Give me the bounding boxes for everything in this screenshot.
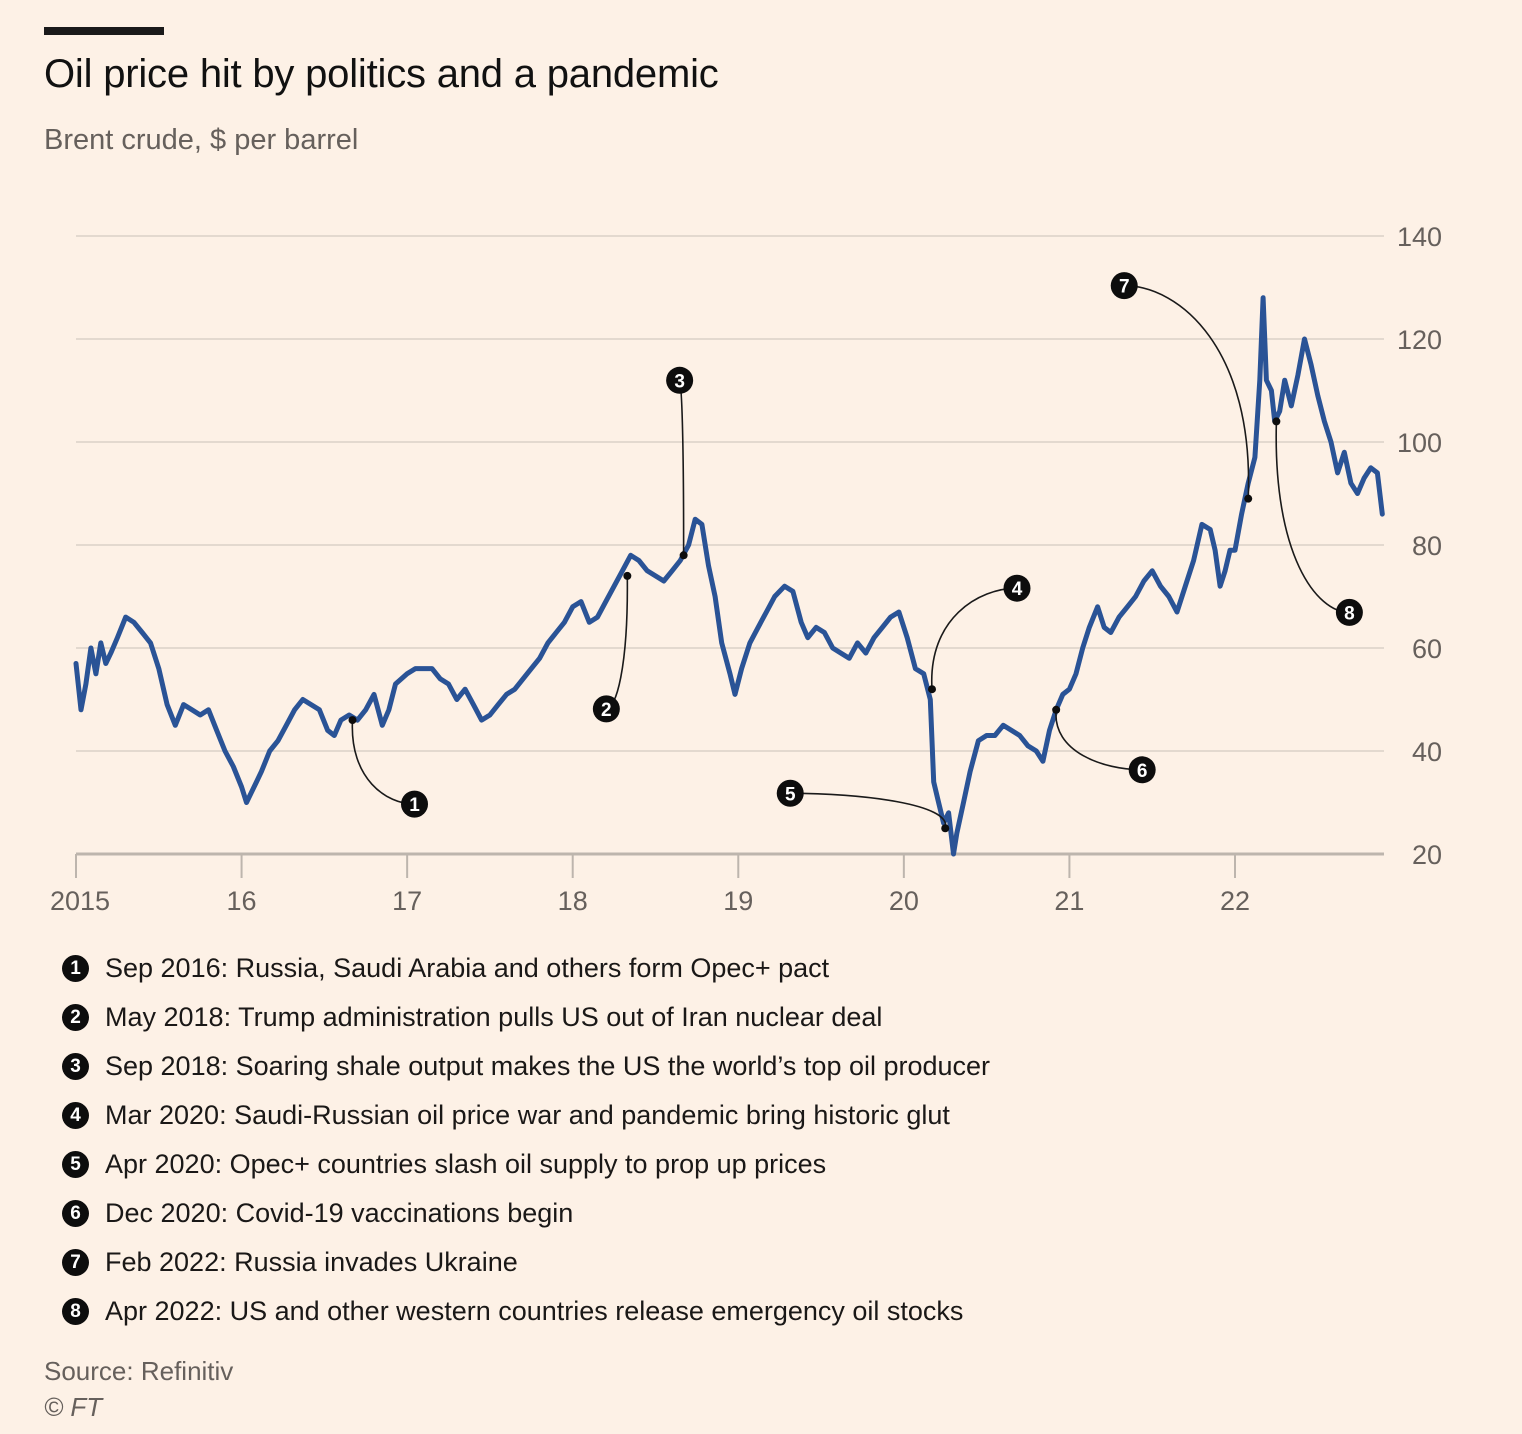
note-text: Apr 2020: Opec+ countries slash oil supp…	[105, 1149, 827, 1179]
y-tick-label: 80	[1412, 531, 1442, 561]
note-number-badge: 7	[62, 1249, 89, 1276]
note-item: 1 Sep 2016: Russia, Saudi Arabia and othe…	[62, 944, 990, 993]
annotation-badge	[1110, 272, 1138, 300]
source-note: Source: Refinitiv	[44, 1356, 234, 1386]
note-text: Sep 2018: Soaring shale output makes the…	[105, 1051, 991, 1081]
annotation-number: 5	[785, 784, 796, 805]
annotation-leader	[790, 792, 947, 829]
annotation-point	[1272, 417, 1281, 426]
annotation-point	[679, 551, 688, 560]
annotations: 1 2 3 4 5 6 7 8	[348, 272, 1363, 833]
chart-subtitle: Brent crude, $ per barrel	[44, 124, 359, 156]
y-tick-label: 140	[1397, 222, 1442, 252]
copyright: © FT	[44, 1392, 103, 1422]
note-number-badge: 8	[62, 1298, 89, 1325]
note-text: Mar 2020: Saudi-Russian oil price war an…	[105, 1100, 950, 1130]
annotation-leader	[1275, 421, 1350, 614]
x-tick-label: 16	[227, 886, 257, 916]
annotation-point	[927, 685, 936, 694]
annotation-point	[348, 716, 357, 725]
x-tick-label: 18	[558, 886, 588, 916]
annotation-point	[1244, 494, 1253, 503]
note-item: 6 Dec 2020: Covid-19 vaccinations begin	[62, 1189, 990, 1238]
note-number-badge: 4	[62, 1102, 89, 1129]
x-tick-label: 2015	[50, 886, 110, 916]
annotation-number: 2	[601, 700, 612, 721]
line-chart: 20 40 60 80 100 120 140 2015 16 17 18 19 20 21 22 1 2 3…	[50, 222, 1442, 916]
annotation-point	[623, 571, 632, 580]
note-number-badge: 6	[62, 1200, 89, 1227]
annotation-badge	[401, 790, 429, 818]
series-line	[73, 295, 1385, 857]
x-tick-label: 21	[1054, 886, 1084, 916]
annotation-number: 3	[674, 371, 685, 392]
annotation-leader	[1124, 284, 1250, 499]
top-rule	[44, 27, 164, 35]
y-tick-label: 40	[1412, 737, 1442, 767]
annotation-number: 8	[1344, 603, 1355, 624]
note-text: Dec 2020: Covid-19 vaccinations begin	[105, 1198, 574, 1228]
gridlines	[76, 235, 1384, 855]
annotation-point	[941, 824, 950, 833]
x-tick-label: 22	[1220, 886, 1250, 916]
chart-title: Oil price hit by politics and a pandemic	[44, 52, 719, 96]
note-item: 5 Apr 2020: Opec+ countries slash oil sup…	[62, 1140, 990, 1189]
note-item: 4 Mar 2020: Saudi-Russian oil price war a…	[62, 1091, 990, 1140]
annotation-badge	[666, 366, 694, 394]
note-number-badge: 5	[62, 1151, 89, 1178]
annotation-badge	[1003, 574, 1031, 602]
x-tick-label: 20	[889, 886, 919, 916]
annotation-number: 1	[409, 795, 420, 816]
annotation-badge	[592, 695, 620, 723]
note-item: 3 Sep 2018: Soaring shale output makes th…	[62, 1042, 990, 1091]
annotation-badge	[1335, 598, 1363, 626]
note-text: Apr 2022: US and other western countries…	[105, 1296, 964, 1326]
y-tick-label: 100	[1397, 428, 1442, 458]
y-tick-label: 60	[1412, 634, 1442, 664]
annotation-leader	[931, 587, 1018, 690]
annotation-number: 6	[1137, 761, 1148, 782]
note-item: 8 Apr 2022: US and other western countrie…	[62, 1287, 990, 1336]
note-text: Sep 2016: Russia, Saudi Arabia and other…	[105, 953, 830, 983]
note-number-badge: 2	[62, 1004, 89, 1031]
annotation-number: 4	[1012, 579, 1023, 600]
y-axis-labels: 20 40 60 80 100 120 140	[1397, 222, 1442, 870]
annotation-badge	[776, 779, 804, 807]
x-tick-label: 19	[723, 886, 753, 916]
note-text: Feb 2022: Russia invades Ukraine	[105, 1247, 518, 1277]
x-tick-label: 17	[392, 886, 422, 916]
annotation-notes: 1 Sep 2016: Russia, Saudi Arabia and othe…	[62, 944, 990, 1336]
y-tick-label: 120	[1397, 325, 1442, 355]
annotation-number: 7	[1119, 277, 1130, 298]
annotation-leader	[678, 379, 685, 556]
x-axis: 2015 16 17 18 19 20 21 22	[50, 852, 1384, 916]
series-group	[73, 295, 1385, 857]
note-number-badge: 3	[62, 1053, 89, 1080]
annotation-badge	[1128, 756, 1156, 784]
annotation-leader	[1055, 709, 1143, 771]
note-text: May 2018: Trump administration pulls US …	[105, 1002, 883, 1032]
annotation-leader	[351, 720, 415, 805]
note-item: 2 May 2018: Trump administration pulls US…	[62, 993, 990, 1042]
note-item: 7 Feb 2022: Russia invades Ukraine	[62, 1238, 990, 1287]
note-number-badge: 1	[62, 955, 89, 982]
y-tick-label: 20	[1412, 840, 1442, 870]
annotation-point	[1052, 705, 1061, 714]
